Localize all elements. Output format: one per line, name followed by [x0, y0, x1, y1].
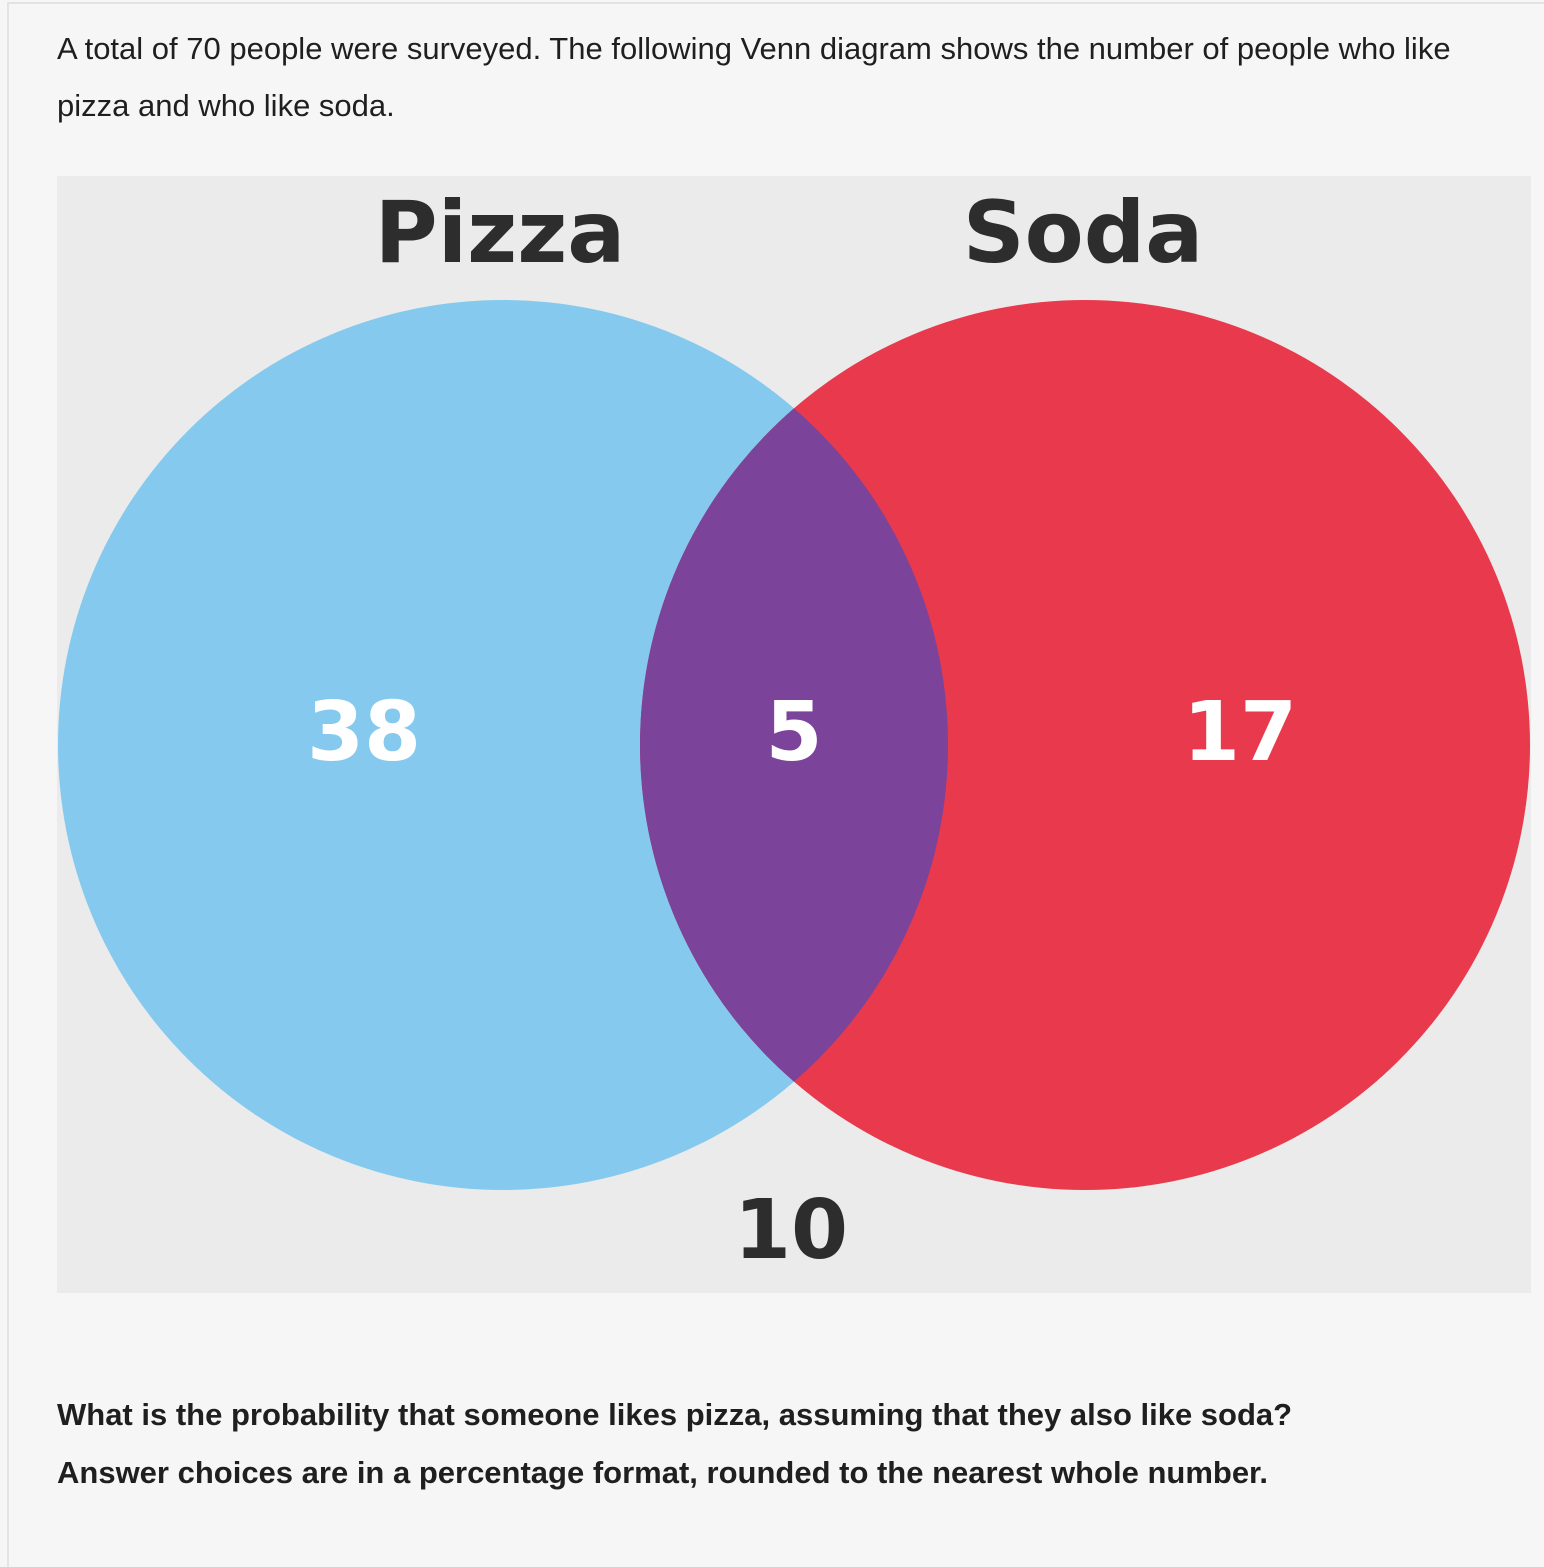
question-text: What is the probability that someone lik…: [57, 1386, 1517, 1502]
neither-count: 10: [734, 1183, 848, 1278]
top-divider: [8, 2, 1544, 4]
pizza-label: Pizza: [375, 183, 626, 283]
question-line-1: What is the probability that someone lik…: [57, 1397, 1293, 1432]
pizza-only-count: 38: [307, 685, 421, 780]
intersection-count: 5: [765, 685, 822, 780]
intersection-region: [640, 300, 948, 1190]
intro-text: A total of 70 people were surveyed. The …: [57, 31, 1451, 123]
question-line-2: Answer choices are in a percentage forma…: [57, 1455, 1269, 1490]
soda-only-count: 17: [1183, 685, 1297, 780]
left-divider: [7, 2, 9, 1567]
venn-diagram: Pizza Soda 38 5 17 10: [57, 176, 1531, 1293]
soda-label: Soda: [963, 183, 1204, 283]
